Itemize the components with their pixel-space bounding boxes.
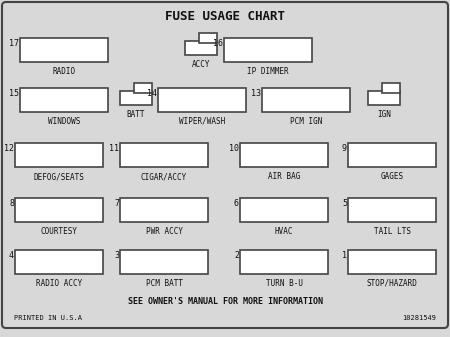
Bar bbox=[348, 143, 436, 167]
Text: 10281549: 10281549 bbox=[402, 315, 436, 321]
Text: IP DIMMER: IP DIMMER bbox=[247, 67, 289, 76]
Text: WIPER/WASH: WIPER/WASH bbox=[179, 117, 225, 126]
Bar bbox=[348, 198, 436, 222]
Text: RADIO: RADIO bbox=[53, 67, 76, 76]
Text: 16: 16 bbox=[213, 39, 223, 48]
Text: 10: 10 bbox=[229, 144, 239, 153]
Text: AIR BAG: AIR BAG bbox=[268, 172, 300, 181]
Text: 4: 4 bbox=[9, 251, 14, 260]
Text: 9: 9 bbox=[342, 144, 347, 153]
Text: GAGES: GAGES bbox=[380, 172, 404, 181]
Text: 12: 12 bbox=[4, 144, 14, 153]
Text: SEE OWNER'S MANUAL FOR MORE INFORMATION: SEE OWNER'S MANUAL FOR MORE INFORMATION bbox=[127, 298, 323, 306]
Bar bbox=[382, 83, 400, 93]
Bar bbox=[224, 38, 312, 62]
Text: FUSE USAGE CHART: FUSE USAGE CHART bbox=[165, 9, 285, 23]
Text: IGN: IGN bbox=[377, 110, 391, 119]
Text: STOP/HAZARD: STOP/HAZARD bbox=[367, 279, 418, 288]
Text: 7: 7 bbox=[114, 199, 119, 208]
Text: CIGAR/ACCY: CIGAR/ACCY bbox=[141, 172, 187, 181]
Bar bbox=[120, 250, 208, 274]
Text: 11: 11 bbox=[109, 144, 119, 153]
Text: ACCY: ACCY bbox=[192, 60, 210, 69]
Text: BATT: BATT bbox=[127, 110, 145, 119]
Text: 2: 2 bbox=[234, 251, 239, 260]
Bar bbox=[120, 198, 208, 222]
Text: 6: 6 bbox=[234, 199, 239, 208]
Text: 8: 8 bbox=[9, 199, 14, 208]
Text: TAIL LTS: TAIL LTS bbox=[374, 227, 410, 236]
Text: HVAC: HVAC bbox=[275, 227, 293, 236]
Text: DEFOG/SEATS: DEFOG/SEATS bbox=[34, 172, 85, 181]
Bar bbox=[15, 143, 103, 167]
Bar bbox=[20, 88, 108, 112]
Bar bbox=[120, 143, 208, 167]
Bar bbox=[240, 143, 328, 167]
Bar bbox=[348, 250, 436, 274]
Text: 1: 1 bbox=[342, 251, 347, 260]
Text: PCM BATT: PCM BATT bbox=[145, 279, 183, 288]
Text: WINDOWS: WINDOWS bbox=[48, 117, 80, 126]
Text: 3: 3 bbox=[114, 251, 119, 260]
FancyBboxPatch shape bbox=[2, 2, 448, 328]
Bar bbox=[262, 88, 350, 112]
Text: PRINTED IN U.S.A: PRINTED IN U.S.A bbox=[14, 315, 82, 321]
Text: 17: 17 bbox=[9, 39, 19, 48]
Text: COURTESY: COURTESY bbox=[40, 227, 77, 236]
Text: 14: 14 bbox=[147, 89, 157, 98]
Bar bbox=[185, 41, 217, 55]
Bar bbox=[15, 198, 103, 222]
Bar bbox=[368, 91, 400, 105]
Bar bbox=[199, 33, 217, 43]
Bar bbox=[240, 250, 328, 274]
Text: 5: 5 bbox=[342, 199, 347, 208]
Text: PCM IGN: PCM IGN bbox=[290, 117, 322, 126]
Bar bbox=[240, 198, 328, 222]
Text: TURN B-U: TURN B-U bbox=[266, 279, 302, 288]
Bar bbox=[134, 83, 152, 93]
Text: PWR ACCY: PWR ACCY bbox=[145, 227, 183, 236]
Bar bbox=[120, 91, 152, 105]
Text: 13: 13 bbox=[251, 89, 261, 98]
Text: RADIO ACCY: RADIO ACCY bbox=[36, 279, 82, 288]
Bar bbox=[15, 250, 103, 274]
Bar bbox=[158, 88, 246, 112]
Bar bbox=[20, 38, 108, 62]
Text: 15: 15 bbox=[9, 89, 19, 98]
